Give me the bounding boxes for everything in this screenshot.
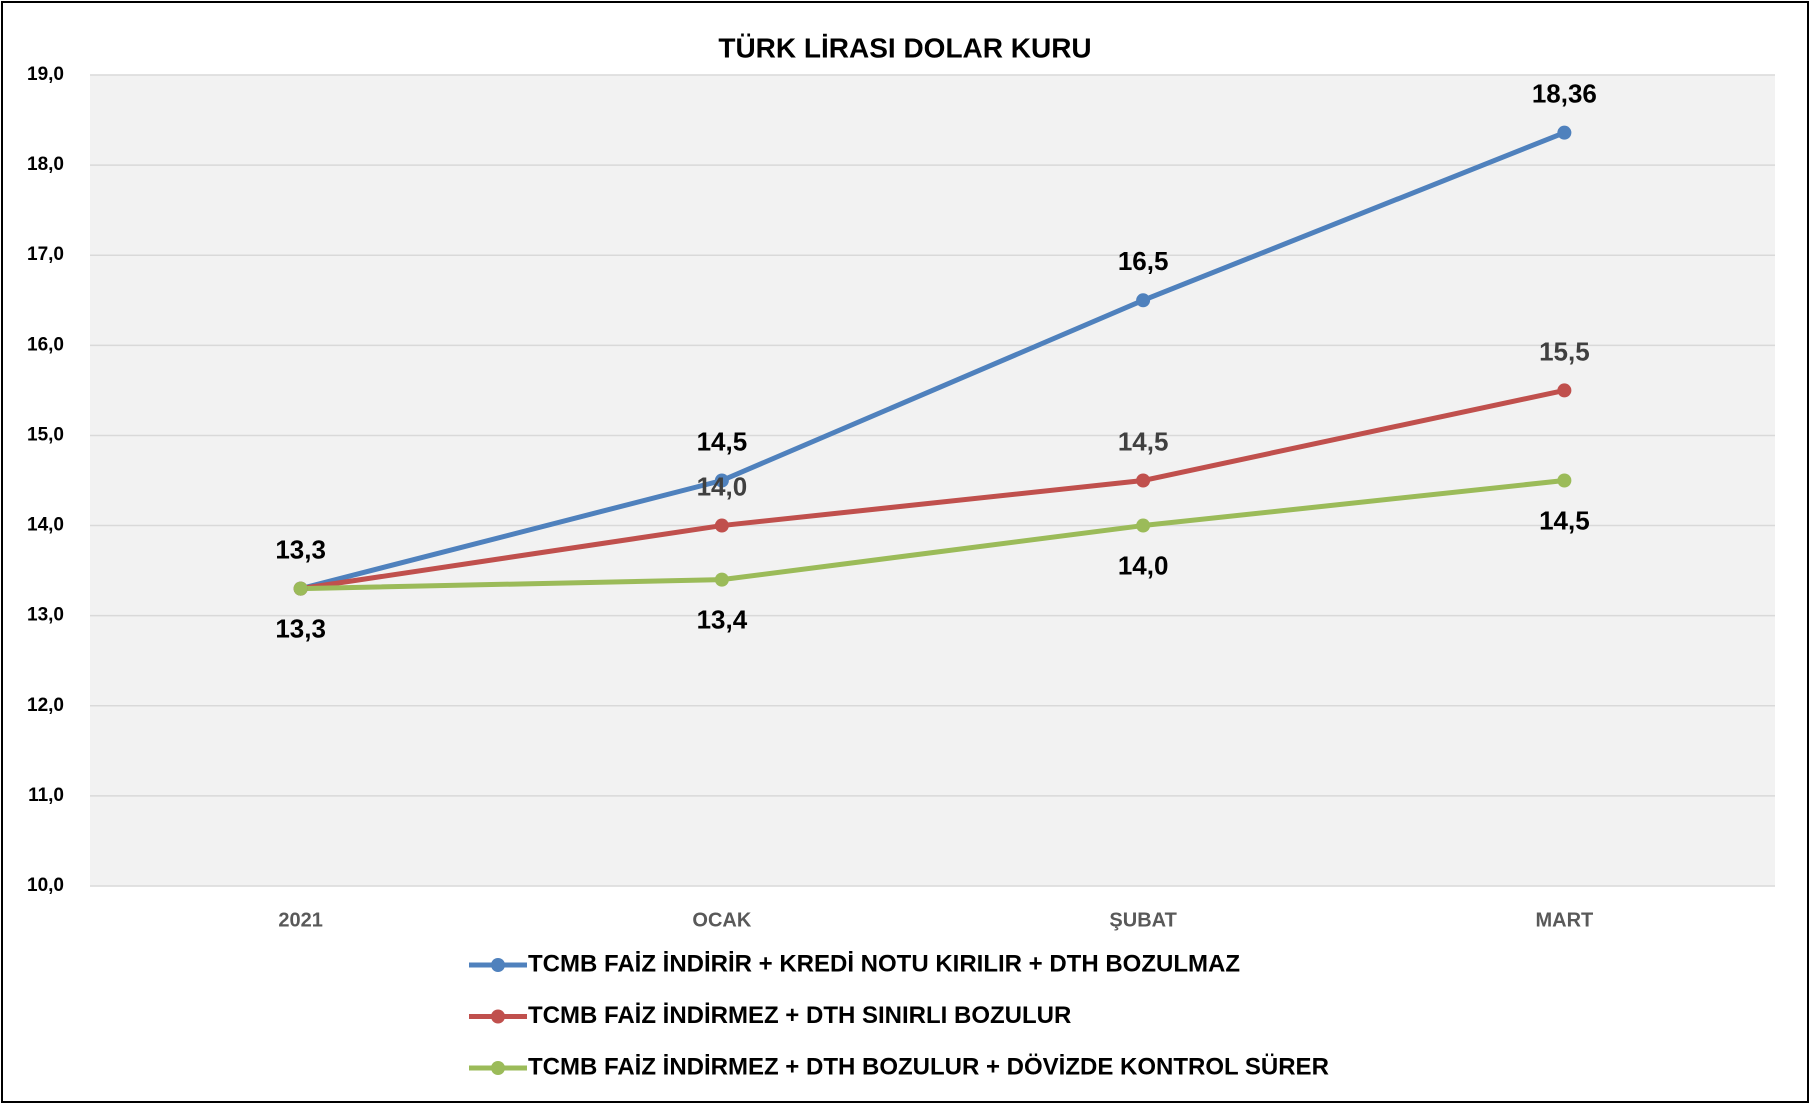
legend-swatch-marker	[491, 1061, 505, 1075]
data-point	[1557, 125, 1572, 140]
y-tick-label: 10,0	[27, 875, 64, 896]
y-tick-label: 12,0	[27, 695, 64, 716]
x-tick-label: 2021	[278, 909, 323, 931]
plot-area	[90, 75, 1775, 886]
legend-label: TCMB FAİZ İNDİRMEZ + DTH SINIRLI BOZULUR	[528, 1002, 1071, 1029]
data-point	[1557, 473, 1572, 488]
data-label: 13,3	[275, 535, 326, 565]
y-tick-label: 11,0	[28, 785, 64, 806]
data-label: 16,5	[1118, 246, 1169, 276]
data-label: 13,4	[697, 604, 748, 634]
series-line	[300, 387, 1565, 592]
data-label: 18,36	[1532, 79, 1597, 109]
data-label: 14,0	[697, 471, 748, 501]
data-point	[714, 473, 729, 488]
y-tick-label: 18,0	[27, 154, 64, 175]
y-tick-label: 19,0	[27, 64, 64, 85]
y-tick-label: 14,0	[27, 515, 64, 536]
chart-title: TÜRK LİRASI DOLAR KURU	[718, 32, 1091, 63]
data-point	[1136, 293, 1151, 308]
data-label: 13,3	[275, 614, 326, 644]
data-label: 14,5	[697, 426, 748, 456]
y-tick-label: 16,0	[27, 334, 64, 355]
data-label: 14,5	[1118, 426, 1169, 456]
data-label: 15,5	[1539, 336, 1590, 366]
data-label: 14,0	[1118, 550, 1169, 580]
data-point	[714, 572, 729, 587]
y-tick-label: 17,0	[27, 244, 64, 265]
data-point	[714, 518, 729, 533]
y-tick-label: 15,0	[27, 424, 64, 445]
legend-swatch-marker	[491, 1009, 505, 1024]
x-tick-label: ŞUBAT	[1109, 909, 1176, 931]
legend-swatch-marker	[491, 958, 505, 972]
data-label: 14,5	[1539, 505, 1590, 535]
data-point	[1557, 383, 1572, 398]
legend-label: TCMB FAİZ İNDİRMEZ + DTH BOZULUR + DÖVİZ…	[528, 1053, 1329, 1080]
y-tick-label: 13,0	[27, 605, 64, 626]
x-tick-label: MART	[1535, 909, 1593, 931]
series-line	[300, 478, 1565, 592]
data-point	[293, 581, 308, 596]
data-point	[1136, 518, 1151, 533]
x-tick-label: OCAK	[692, 909, 751, 931]
series-line	[300, 130, 1566, 592]
legend-label: TCMB FAİZ İNDİRİR + KREDİ NOTU KIRILIR +…	[528, 950, 1240, 977]
data-point	[1136, 473, 1151, 488]
